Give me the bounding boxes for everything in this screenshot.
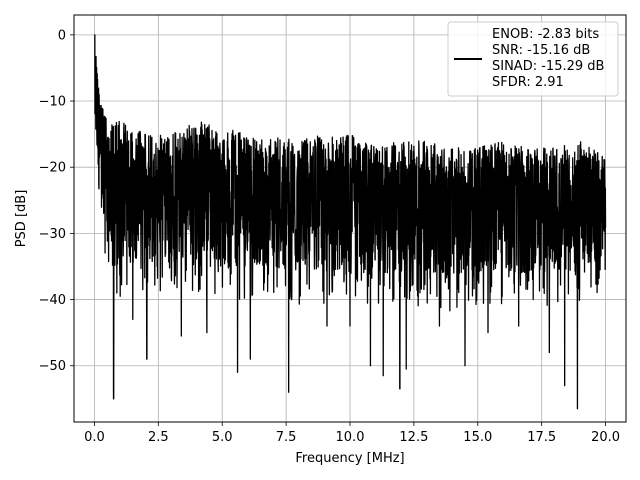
y-tick-label: −40 bbox=[39, 293, 66, 308]
x-tick-label: 12.5 bbox=[399, 430, 428, 445]
y-axis: 0 −10 −20 −30 −40 −50 bbox=[39, 28, 74, 374]
x-tick-label: 20.0 bbox=[591, 430, 620, 445]
legend-snr: SNR: -15.16 dB bbox=[492, 43, 590, 58]
x-axis-label: Frequency [MHz] bbox=[295, 451, 404, 466]
y-tick-label: −30 bbox=[39, 227, 66, 242]
psd-line bbox=[93, 34, 607, 410]
x-tick-label: 2.5 bbox=[148, 430, 169, 445]
y-tick-label: −20 bbox=[39, 161, 66, 176]
x-tick-label: 5.0 bbox=[212, 430, 233, 445]
y-tick-label: 0 bbox=[58, 28, 66, 43]
legend-sfdr: SFDR: 2.91 bbox=[492, 75, 564, 90]
x-tick-label: 7.5 bbox=[276, 430, 297, 445]
y-tick-label: −10 bbox=[39, 95, 66, 110]
legend-sinad: SINAD: -15.29 dB bbox=[492, 59, 604, 74]
legend-box bbox=[447, 21, 619, 97]
y-axis-label: PSD [dB] bbox=[14, 190, 29, 248]
y-tick-label: −50 bbox=[39, 359, 66, 374]
legend-enob: ENOB: -2.83 bits bbox=[492, 27, 599, 42]
x-tick-label: 0.0 bbox=[84, 430, 105, 445]
x-axis: 0.0 2.5 5.0 7.5 10.0 12.5 15.0 17.5 20.0 bbox=[84, 422, 620, 445]
x-tick-label: 15.0 bbox=[463, 430, 492, 445]
legend: ENOB: -2.83 bits SNR: -15.16 dB SINAD: -… bbox=[447, 21, 619, 97]
plot-area bbox=[93, 34, 607, 410]
x-tick-label: 10.0 bbox=[336, 430, 365, 445]
x-tick-label: 17.5 bbox=[527, 430, 556, 445]
